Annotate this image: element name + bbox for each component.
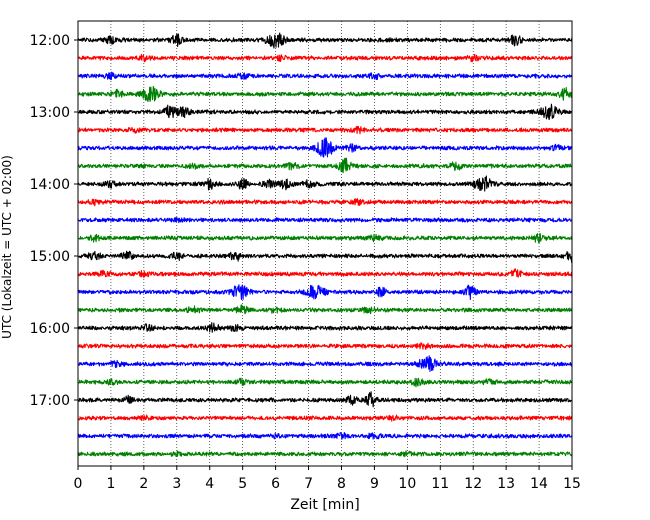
x-tick-label: 9 (370, 476, 379, 492)
y-tick-label: 17:00 (30, 393, 70, 409)
trace-1615 (77, 342, 573, 350)
trace-1245 (77, 85, 573, 103)
trace-1500 (77, 250, 573, 263)
x-tick-label: 15 (563, 476, 581, 492)
trace-1215 (77, 53, 573, 63)
trace-1415 (77, 198, 573, 207)
trace-1545 (77, 304, 573, 315)
x-axis-label: Zeit [min] (290, 497, 359, 513)
trace-1645 (77, 377, 573, 388)
x-tick-label: 14 (530, 476, 548, 492)
x-axis: 0 1 2 3 4 5 6 7 8 9 10 11 12 13 14 15 (74, 466, 581, 492)
trace-1230 (77, 71, 573, 81)
x-tick-label: 7 (304, 476, 313, 492)
x-tick-label: 6 (271, 476, 280, 492)
x-tick-label: 5 (238, 476, 247, 492)
y-tick-label: 13:00 (30, 105, 70, 121)
x-tick-label: 4 (205, 476, 214, 492)
trace-1600 (77, 322, 573, 333)
y-axis-label: UTC (Lokalzeit = UTC + 02:00) (0, 155, 14, 339)
trace-1745 (77, 450, 573, 458)
x-tick-label: 12 (464, 476, 482, 492)
trace-1300 (77, 103, 573, 120)
trace-1530 (77, 284, 573, 301)
x-tick-label: 0 (74, 476, 83, 492)
trace-1330 (77, 137, 573, 158)
x-tick-label: 13 (497, 476, 515, 492)
x-tick-label: 11 (431, 476, 449, 492)
trace-1730 (77, 431, 573, 440)
trace-1630 (77, 355, 573, 373)
x-tick-label: 3 (172, 476, 181, 492)
x-tick-label: 1 (106, 476, 115, 492)
trace-1715 (77, 414, 573, 422)
y-tick-label: 16:00 (30, 321, 70, 337)
grid-lines (110, 21, 540, 466)
y-tick-label: 12:00 (30, 33, 70, 49)
traces (77, 32, 573, 458)
x-tick-label: 10 (398, 476, 416, 492)
y-axis: 12:00 13:00 14:00 15:00 16:00 17:00 (30, 33, 78, 409)
x-tick-label: 8 (337, 476, 346, 492)
y-tick-label: 15:00 (30, 249, 70, 265)
y-tick-label: 14:00 (30, 177, 70, 193)
trace-1200 (77, 32, 573, 49)
trace-1345 (77, 157, 573, 174)
trace-1445 (77, 232, 573, 244)
plot-frame (77, 20, 573, 467)
trace-1315 (77, 125, 573, 135)
trace-1700 (77, 391, 573, 408)
trace-1515 (77, 268, 573, 279)
x-tick-label: 2 (139, 476, 148, 492)
trace-1430 (77, 216, 573, 224)
trace-1400 (77, 175, 573, 192)
